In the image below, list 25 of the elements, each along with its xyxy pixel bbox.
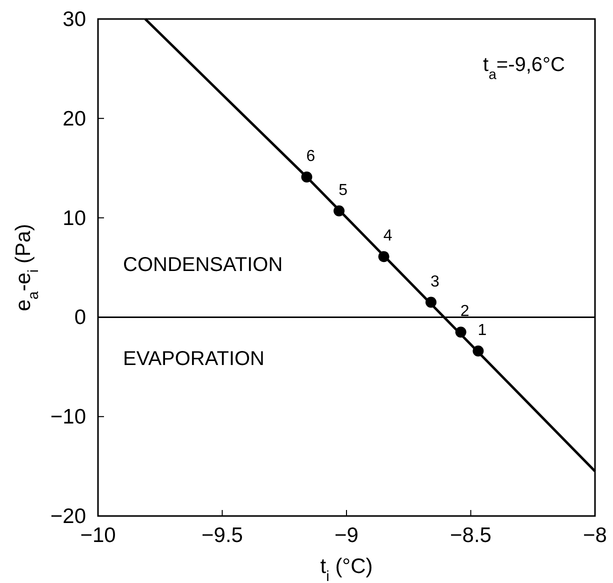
y-tick-label: 20 [62,107,86,130]
point [425,296,436,308]
x-tick-label: −8.5 [450,524,492,547]
annotation: 5 [338,182,348,199]
y-tick-label: 30 [62,8,86,31]
annotation: 4 [383,228,392,245]
annotation: t$_{a}$=-9,6°C [483,54,565,82]
point [334,205,345,216]
x-axis-title: t$_{i}$ (°C) [320,555,373,583]
x-tick-label: −9 [334,524,358,547]
point [455,326,466,338]
y-tick-label: −10 [50,406,86,429]
annotation: 3 [430,273,440,290]
annotation: EVAPORATION [123,348,265,370]
point [472,345,484,356]
y-tick-label: 0 [74,306,86,330]
annotation: 2 [460,303,470,320]
x-tick-label: −8 [583,524,607,547]
point [301,172,312,183]
y-tick-label: 10 [62,206,86,230]
x-tick-label: −9.5 [202,524,243,547]
annotation: 1 [478,322,487,339]
point [378,251,390,262]
annotation: 6 [306,148,316,166]
annotation: CONDENSATION [123,254,283,276]
